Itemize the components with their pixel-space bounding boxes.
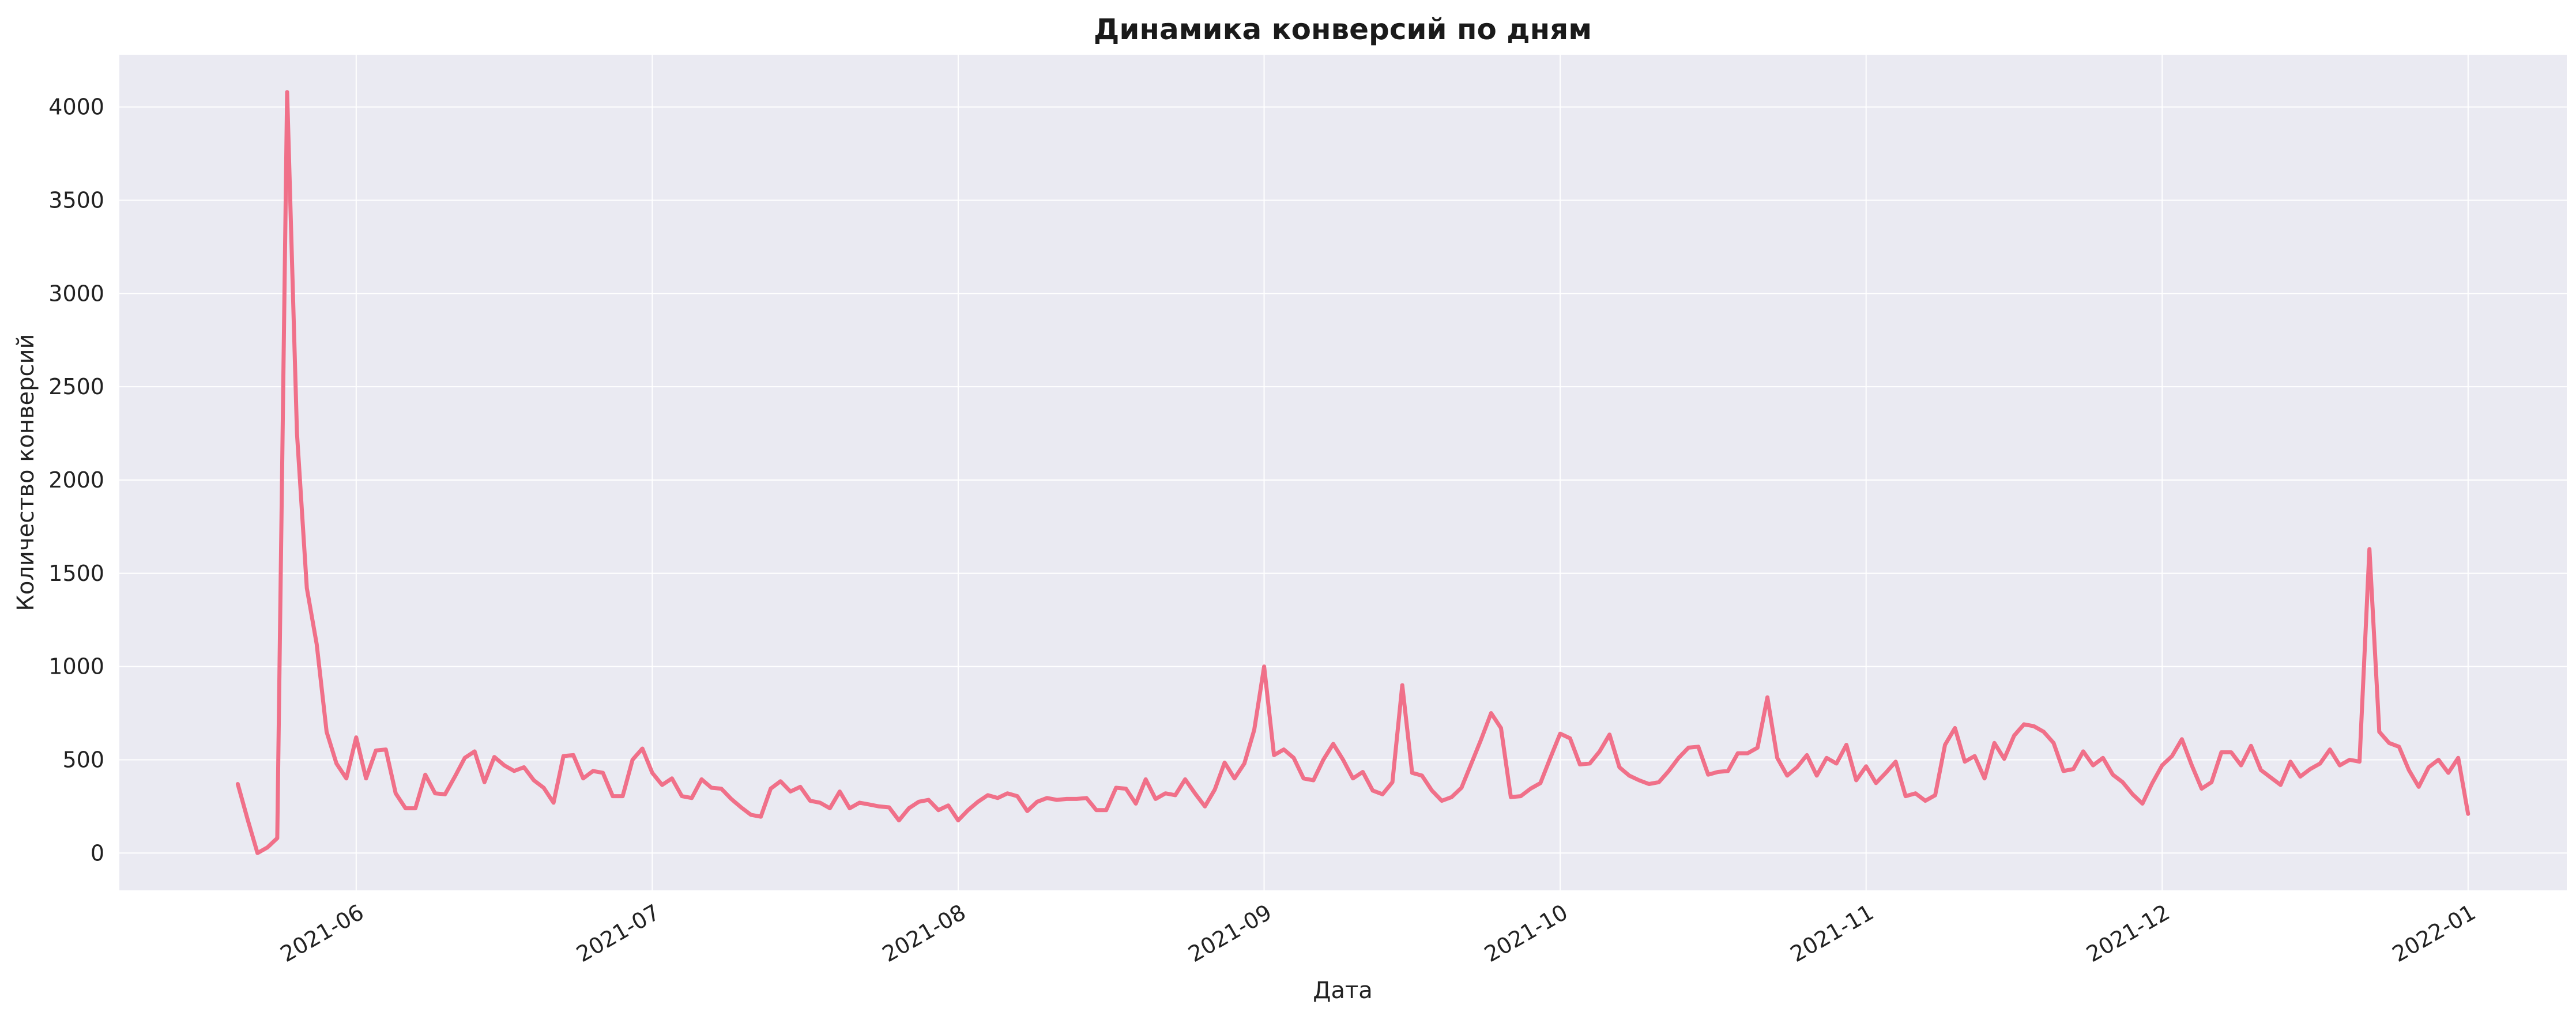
y-axis-ticks: 0 500 1000 1500 2000 2500 3000 3500 4000 (48, 95, 104, 866)
x-tick-label: 2022-01 (2388, 900, 2480, 967)
x-axis-label: Дата (1313, 977, 1373, 1004)
x-tick-label: 2021-12 (2082, 900, 2174, 967)
y-axis-label: Количество конверсий (13, 334, 39, 611)
chart-title: Динамика конверсий по дням (1094, 13, 1592, 46)
y-tick-label: 2500 (48, 374, 104, 399)
x-axis-ticks: 2021-06 2021-07 2021-08 2021-09 2021-10 2021-… (276, 900, 2480, 967)
x-tick-label: 2021-09 (1184, 900, 1276, 967)
y-tick-label: 0 (91, 840, 104, 866)
plot-background (119, 55, 2567, 890)
series-line-conversions (235, 90, 2470, 855)
x-tick-label: 2021-07 (572, 900, 664, 967)
grid (119, 55, 2567, 890)
y-tick-label: 4000 (48, 95, 104, 120)
x-tick-label: 2021-06 (276, 900, 368, 967)
y-tick-label: 3500 (48, 187, 104, 213)
y-tick-label: 500 (62, 747, 104, 772)
x-tick-label: 2021-08 (878, 900, 970, 967)
y-tick-label: 2000 (48, 467, 104, 493)
x-tick-label: 2021-11 (1786, 900, 1878, 967)
y-tick-label: 3000 (48, 281, 104, 306)
y-tick-label: 1500 (48, 561, 104, 586)
y-tick-label: 1000 (48, 654, 104, 679)
x-tick-label: 2021-10 (1480, 900, 1572, 967)
